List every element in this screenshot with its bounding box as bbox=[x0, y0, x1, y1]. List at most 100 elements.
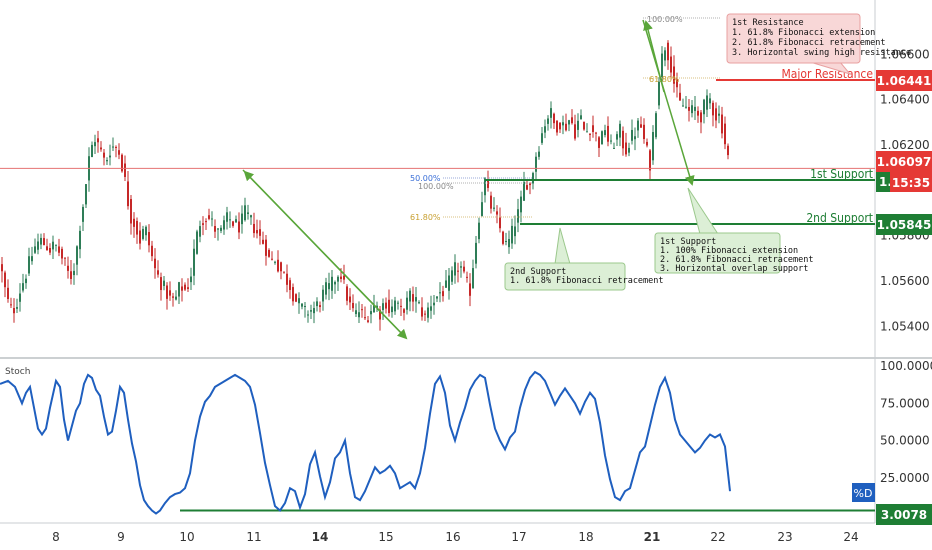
stoch-d-tag: %D bbox=[852, 483, 875, 502]
candle-body bbox=[613, 147, 615, 149]
candle-body bbox=[343, 275, 345, 280]
candle-body bbox=[166, 285, 168, 299]
trend-arrows bbox=[242, 19, 695, 340]
candle-body bbox=[340, 276, 342, 279]
candle-body bbox=[70, 271, 72, 279]
candle-body bbox=[91, 144, 93, 158]
candle-body bbox=[241, 213, 243, 225]
time-axis: 8 9 10 11 14 15 16 17 18 21 22 23 24 bbox=[52, 530, 858, 544]
candle-body bbox=[334, 281, 336, 285]
candle-body bbox=[625, 142, 627, 155]
candle-body bbox=[445, 280, 447, 288]
candle-body bbox=[160, 277, 162, 291]
candle-body bbox=[373, 304, 375, 313]
candle-body bbox=[265, 239, 267, 256]
price-axis: 1.066001.064001.062001.058001.056001.054… bbox=[880, 47, 930, 333]
candle-body bbox=[406, 297, 408, 310]
candle-body bbox=[4, 272, 6, 288]
candle-body bbox=[226, 212, 228, 222]
candle-body bbox=[667, 42, 669, 61]
candle-body bbox=[268, 249, 270, 257]
candle-body bbox=[124, 163, 126, 177]
candle-body bbox=[232, 221, 234, 226]
candle-body bbox=[145, 226, 147, 236]
candle-body bbox=[193, 248, 195, 276]
time-tick-label: 17 bbox=[511, 530, 526, 544]
candle-body bbox=[370, 311, 372, 315]
first-support-price: 1. bbox=[879, 175, 892, 189]
candle-body bbox=[547, 118, 549, 124]
candle-body bbox=[574, 124, 576, 139]
fib-label: 100.00% bbox=[418, 182, 454, 191]
candle-body bbox=[118, 150, 120, 155]
candle-body bbox=[184, 284, 186, 290]
stoch-tick-label: 50.0000 bbox=[880, 434, 930, 448]
candle-body bbox=[532, 173, 534, 184]
candle-body bbox=[562, 122, 564, 126]
candle-body bbox=[691, 105, 693, 114]
candle-body bbox=[439, 292, 441, 294]
second-support-tag-bg bbox=[876, 214, 932, 235]
candle-body bbox=[646, 141, 648, 146]
candle-body bbox=[568, 120, 570, 125]
time-tick-label: 11 bbox=[246, 530, 261, 544]
candle-body bbox=[361, 309, 363, 311]
candle-body bbox=[289, 280, 291, 290]
candle-body bbox=[82, 206, 84, 222]
candle-body bbox=[244, 205, 246, 221]
stoch-axis: 100.0000 75.0000 50.0000 25.0000 bbox=[880, 359, 932, 485]
fib-label: 50.00% bbox=[410, 174, 441, 183]
second-support-annotation: 2nd Support 1. 61.8% Fibonacci retraceme… bbox=[504, 227, 664, 291]
candle-body bbox=[139, 230, 141, 244]
major-resistance-tag: 1.06441 bbox=[876, 70, 932, 91]
candle-body bbox=[673, 66, 675, 84]
resistance-annotation: 1st Resistance 1. 61.8% Fibonacci extens… bbox=[726, 13, 911, 75]
candle-body bbox=[529, 183, 531, 186]
candle-body bbox=[640, 124, 642, 128]
candle-body bbox=[703, 99, 705, 115]
candle-body bbox=[451, 270, 453, 282]
candle-body bbox=[616, 134, 618, 140]
stoch-level-value: 3.0078 bbox=[881, 508, 927, 522]
candle-body bbox=[175, 296, 177, 300]
candle-body bbox=[304, 306, 306, 308]
candle-body bbox=[109, 155, 111, 158]
candle-body bbox=[652, 132, 654, 161]
candle-body bbox=[385, 302, 387, 309]
candle-body bbox=[13, 308, 15, 314]
stoch-d-legend: %D bbox=[854, 487, 873, 500]
candle-body bbox=[52, 241, 54, 250]
time-tick-label: 16 bbox=[445, 530, 460, 544]
major-resistance-label: Major Resistance bbox=[781, 67, 873, 81]
candle-body bbox=[664, 50, 666, 61]
candle-body bbox=[130, 199, 132, 224]
candle-body bbox=[43, 238, 45, 246]
last-price-tag: 1.06097 bbox=[876, 151, 932, 172]
candle-body bbox=[274, 261, 276, 263]
candle-body bbox=[565, 123, 567, 131]
candle-body bbox=[286, 273, 288, 285]
candle-body bbox=[415, 297, 417, 302]
price-tick-label: 1.05400 bbox=[880, 319, 930, 333]
candle-body bbox=[391, 306, 393, 313]
candle-body bbox=[208, 215, 210, 219]
candle-body bbox=[694, 106, 696, 111]
candle-body bbox=[637, 120, 639, 131]
candle-body bbox=[658, 81, 660, 106]
candle-body bbox=[559, 122, 561, 130]
candle-body bbox=[7, 287, 9, 299]
last-price-tag-bg bbox=[876, 151, 932, 172]
candle-body bbox=[277, 259, 279, 272]
candle-body bbox=[649, 150, 651, 171]
candle-body bbox=[712, 102, 714, 116]
candle-body bbox=[487, 179, 489, 188]
candle-body bbox=[469, 283, 471, 296]
candle-body bbox=[394, 300, 396, 312]
candle-body bbox=[493, 207, 495, 209]
candle-body bbox=[475, 242, 477, 264]
candle-body bbox=[517, 209, 519, 223]
resistance-callout-line: 2. 61.8% Fibonacci retracement bbox=[732, 38, 886, 48]
arrow-up-2 bbox=[643, 20, 665, 93]
candle-body bbox=[136, 220, 138, 235]
